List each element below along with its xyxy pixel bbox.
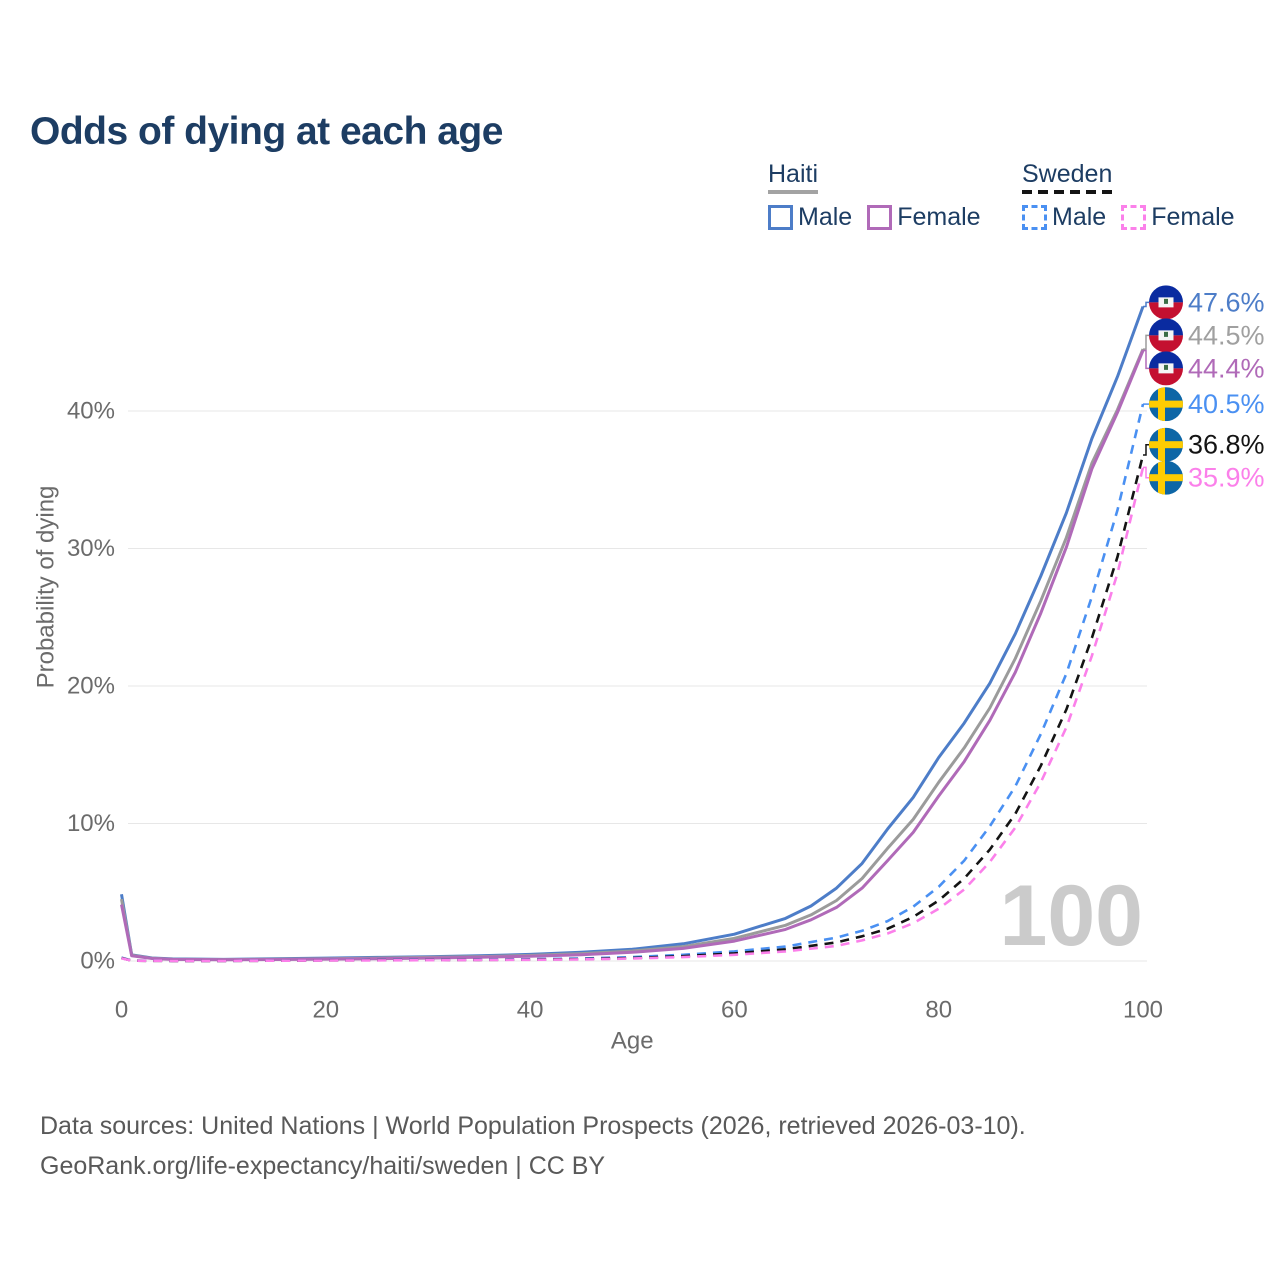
x-tick-label: 0 bbox=[115, 997, 128, 1024]
legend-item-label: Male bbox=[1052, 203, 1107, 231]
connector-line bbox=[1143, 443, 1149, 456]
legend-item-sweden-male[interactable]: Male bbox=[1022, 203, 1106, 232]
end-label-sweden-female: 35.9% bbox=[1188, 463, 1265, 493]
x-tick-label: 60 bbox=[721, 997, 748, 1024]
watermark-age-counter: 100 bbox=[1000, 868, 1144, 964]
legend-item-haiti-male[interactable]: Male bbox=[768, 203, 852, 232]
haiti-flag-icon bbox=[1149, 318, 1183, 353]
legend-item-label: Female bbox=[897, 203, 981, 231]
sweden-female-swatch-icon bbox=[1121, 205, 1147, 230]
y-tick-label: 20% bbox=[67, 673, 115, 700]
y-tick-label: 40% bbox=[67, 398, 115, 425]
attribution-note: GeoRank.org/life-expectancy/haiti/sweden… bbox=[40, 1152, 606, 1180]
series-line-haiti[interactable] bbox=[120, 348, 1145, 962]
x-tick-label: 80 bbox=[925, 997, 952, 1024]
legend-underline-haiti bbox=[768, 190, 819, 194]
y-tick-label: 30% bbox=[67, 535, 115, 562]
legend: Haiti Male Female Sweden Male bbox=[0, 160, 1280, 250]
connector-line bbox=[1143, 301, 1149, 308]
end-label-haiti-female: 44.4% bbox=[1188, 353, 1265, 383]
legend-country-sweden: Sweden bbox=[1022, 160, 1113, 188]
legend-item-sweden-female[interactable]: Female bbox=[1121, 203, 1235, 232]
haiti-male-swatch-icon bbox=[768, 205, 793, 230]
legend-group-haiti: Haiti Male Female bbox=[768, 160, 981, 232]
haiti-flag-icon bbox=[1149, 351, 1183, 386]
sweden-flag-icon bbox=[1149, 427, 1183, 462]
legend-country-haiti: Haiti bbox=[768, 160, 819, 188]
legend-item-label: Male bbox=[798, 203, 853, 231]
y-tick-label: 0% bbox=[80, 948, 115, 975]
series-line-haiti-female[interactable] bbox=[120, 349, 1145, 962]
series-line-haiti-male[interactable] bbox=[120, 305, 1145, 961]
legend-underline-sweden bbox=[1022, 190, 1113, 194]
x-axis-title: Age bbox=[611, 1028, 654, 1055]
end-label-sweden: 36.8% bbox=[1188, 430, 1265, 460]
legend-item-haiti-female[interactable]: Female bbox=[867, 203, 981, 232]
page-title: Odds of dying at each age bbox=[30, 110, 503, 154]
sweden-flag-icon bbox=[1149, 387, 1183, 422]
series-line-sweden-female[interactable] bbox=[121, 467, 1145, 963]
y-axis-title: Probability of dying bbox=[33, 486, 60, 689]
data-sources-note: Data sources: United Nations | World Pop… bbox=[40, 1112, 1026, 1140]
connector-line bbox=[1143, 466, 1149, 479]
sweden-flag-icon bbox=[1149, 460, 1183, 495]
legend-group-sweden: Sweden Male Female bbox=[1022, 160, 1235, 232]
connector-line bbox=[1143, 349, 1149, 370]
x-tick-label: 100 bbox=[1123, 997, 1163, 1024]
footer: Data sources: United Nations | World Pop… bbox=[40, 1106, 1240, 1186]
end-label-haiti-male: 47.6% bbox=[1188, 287, 1265, 317]
y-tick-label: 10% bbox=[67, 810, 115, 837]
connector-line bbox=[1143, 334, 1149, 350]
end-label-sweden-male: 40.5% bbox=[1188, 389, 1265, 419]
x-tick-label: 40 bbox=[517, 997, 544, 1024]
haiti-female-swatch-icon bbox=[867, 205, 893, 230]
end-label-haiti: 44.5% bbox=[1188, 320, 1265, 350]
chart-canvas: 0% 10% 20% 30% 40% 0 20 40 60 80 100 Age Probability… bbox=[33, 285, 1265, 1055]
sweden-male-swatch-icon bbox=[1022, 205, 1047, 230]
legend-item-label: Female bbox=[1151, 203, 1235, 231]
x-tick-label: 20 bbox=[312, 997, 339, 1024]
haiti-flag-icon bbox=[1149, 285, 1183, 320]
